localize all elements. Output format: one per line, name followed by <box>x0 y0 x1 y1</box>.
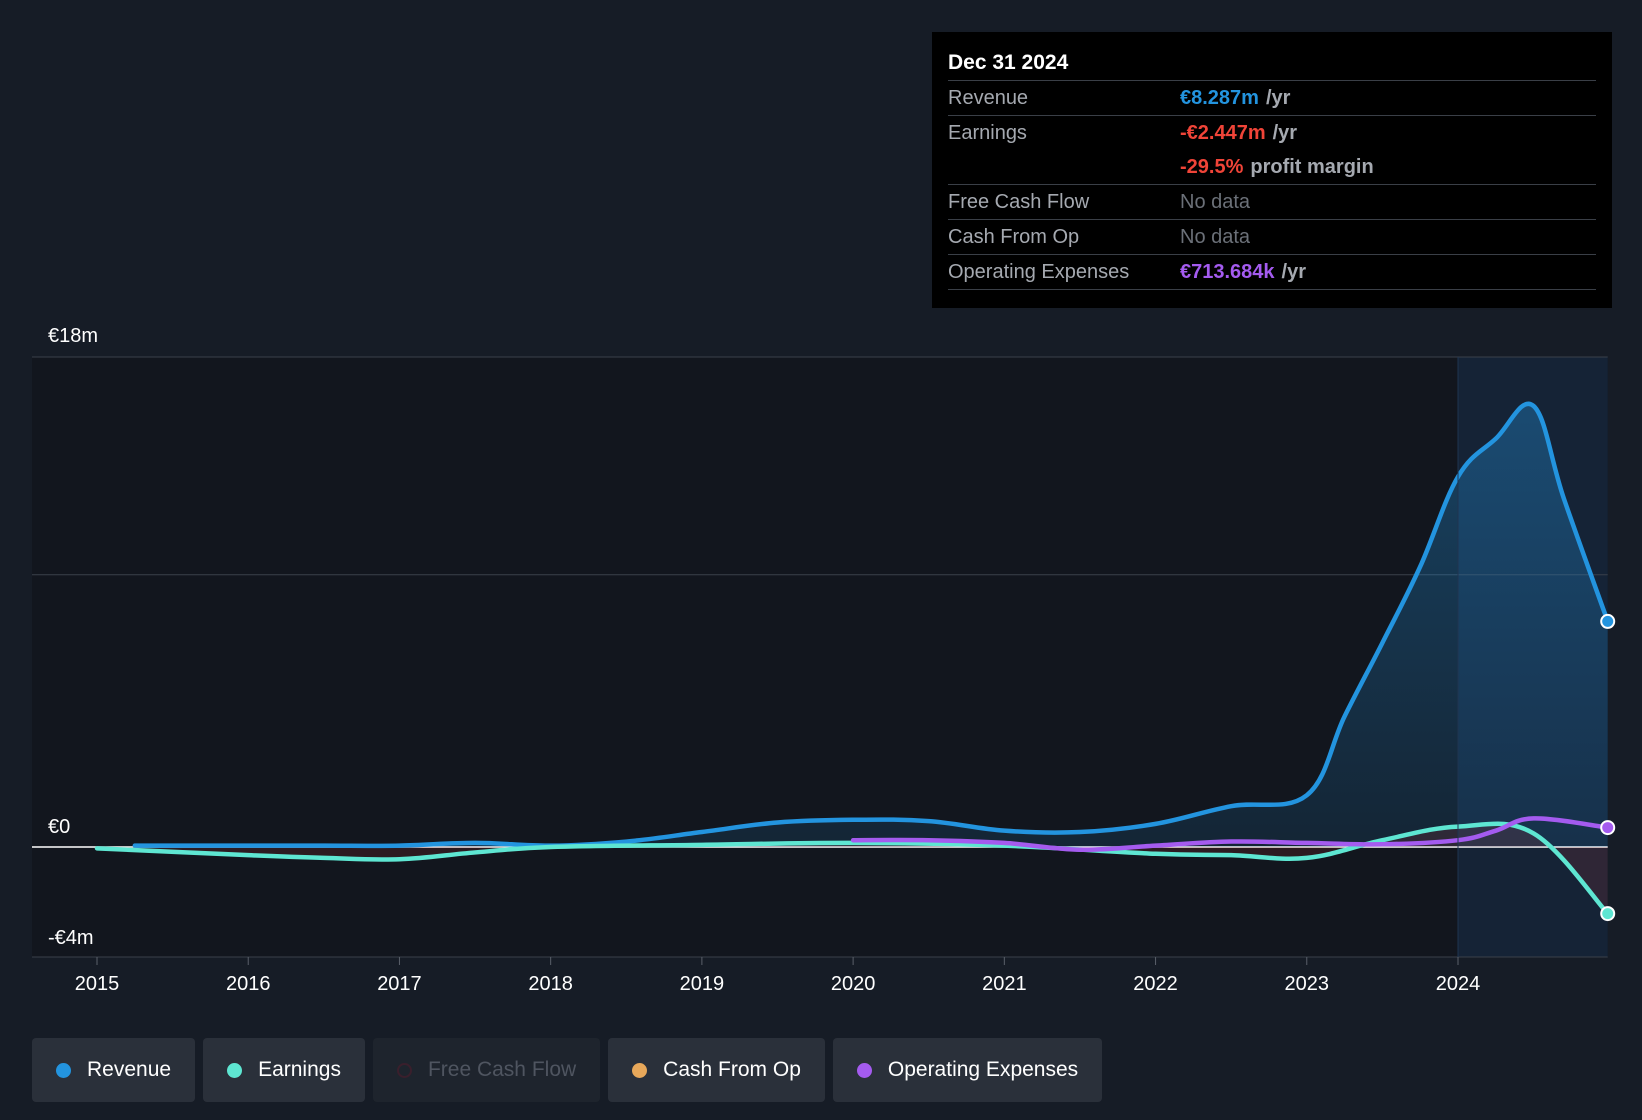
chart-legend: Revenue Earnings Free Cash Flow Cash Fro… <box>32 1038 1103 1102</box>
legend-revenue[interactable]: Revenue <box>32 1038 196 1102</box>
y-tick-label: €18m <box>48 325 98 347</box>
x-tick-label: 2024 <box>1436 973 1481 995</box>
cash-from-op-dot-icon <box>632 1062 648 1078</box>
x-tick-label: 2019 <box>680 973 725 995</box>
tooltip-value: -29.5% <box>1180 156 1244 178</box>
x-tick-label: 2015 <box>75 973 120 995</box>
tooltip-value: €713.684k <box>1180 261 1275 283</box>
x-tick-label: 2018 <box>528 973 573 995</box>
tooltip-row-free-cash-flow: Free Cash Flow No data <box>948 185 1596 219</box>
tooltip-row-revenue: Revenue €8.287m /yr <box>948 81 1596 115</box>
free-cash-flow-dot-icon <box>396 1062 412 1078</box>
tooltip-row-profit-margin: -29.5% profit margin <box>948 150 1596 184</box>
tooltip-value: -€2.447m <box>1180 122 1266 144</box>
x-tick-label: 2021 <box>982 973 1027 995</box>
tooltip-unit: /yr <box>1281 261 1307 283</box>
earnings-area <box>97 823 1608 914</box>
earnings-endpoint <box>1600 906 1616 922</box>
tooltip-label: Operating Expenses <box>948 261 1130 283</box>
revenue-dot-icon <box>56 1062 71 1078</box>
revenue-endpoint <box>1600 613 1616 629</box>
legend-label: Earnings <box>258 1058 341 1081</box>
x-tick-label: 2017 <box>377 973 422 995</box>
legend-label: Cash From Op <box>663 1058 801 1081</box>
tooltip-panel: Dec 31 2024 Revenue €8.287m /yr Earnings… <box>932 32 1612 308</box>
tooltip-row-operating-expenses: Operating Expenses €713.684k /yr <box>948 255 1596 289</box>
x-tick-label: 2022 <box>1133 973 1178 995</box>
legend-free-cash-flow[interactable]: Free Cash Flow <box>372 1038 601 1102</box>
plot-area <box>32 357 1608 957</box>
tooltip-label: Earnings <box>948 122 1027 144</box>
operating-expenses-endpoint <box>1600 820 1616 836</box>
tooltip-unit: /yr <box>1265 87 1291 109</box>
earnings-dot-icon <box>227 1062 243 1078</box>
tooltip-row-cash-from-op: Cash From Op No data <box>948 220 1596 254</box>
tooltip-value: No data <box>1180 191 1251 213</box>
y-tick-label: -€4m <box>48 927 94 949</box>
legend-operating-expenses[interactable]: Operating Expenses <box>832 1038 1103 1102</box>
revenue-line <box>132 401 1610 849</box>
x-tick-label: 2016 <box>226 973 271 995</box>
legend-label: Revenue <box>87 1058 172 1081</box>
tooltip-label <box>948 150 1180 184</box>
legend-label: Free Cash Flow <box>427 1058 577 1081</box>
operating-expenses-dot-icon <box>856 1062 872 1078</box>
tooltip-label: Free Cash Flow <box>948 191 1090 213</box>
tooltip-unit: profit margin <box>1250 156 1374 178</box>
tooltip-value: No data <box>1180 226 1251 248</box>
operating-expenses-line <box>850 816 1610 853</box>
earnings-line <box>94 821 1610 916</box>
tooltip-row-earnings: Earnings -€2.447m /yr <box>948 116 1596 150</box>
tooltip-label: Revenue <box>948 87 1029 109</box>
tooltip-label: Cash From Op <box>948 226 1080 248</box>
revenue-area <box>134 403 1608 847</box>
x-tick-label: 2023 <box>1285 973 1330 995</box>
tooltip-value: €8.287m <box>1180 87 1259 109</box>
legend-earnings[interactable]: Earnings <box>203 1038 365 1102</box>
tooltip-date: Dec 31 2024 <box>948 51 1069 74</box>
tooltip-unit: /yr <box>1272 122 1298 144</box>
y-tick-label: €0 <box>48 816 70 838</box>
x-tick-label: 2020 <box>831 973 876 995</box>
legend-cash-from-op[interactable]: Cash From Op <box>608 1038 825 1102</box>
legend-label: Operating Expenses <box>887 1058 1079 1081</box>
